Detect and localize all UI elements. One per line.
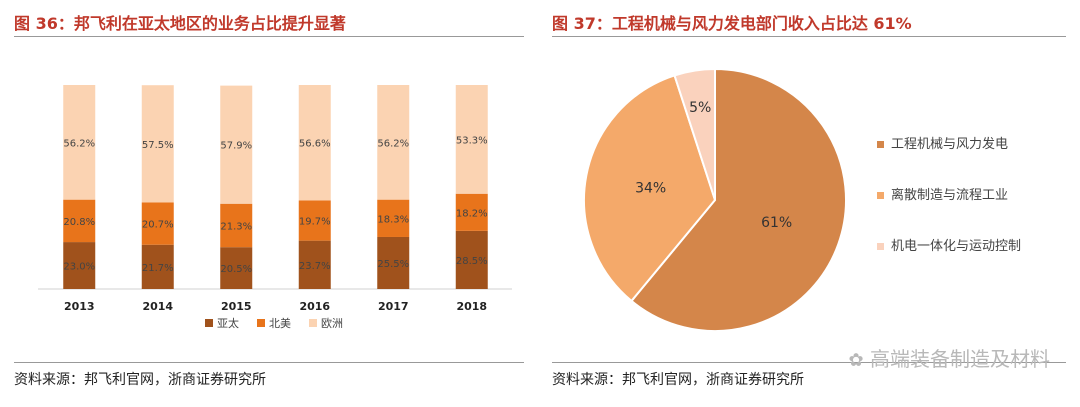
x-tick-label: 2013 [64, 300, 95, 313]
pie-slice [673, 67, 716, 201]
pie-label: 5% [689, 100, 711, 116]
data-label: 57.9% [220, 141, 252, 152]
data-label: 19.7% [299, 217, 331, 228]
legend-swatch [877, 141, 884, 148]
legend-label: 北美 [269, 317, 291, 330]
x-tick-label: 2016 [299, 300, 330, 313]
pie-slice [630, 67, 847, 332]
data-label: 23.0% [63, 262, 95, 273]
pie-label: 61% [761, 215, 792, 231]
bar-segment [377, 236, 410, 289]
pie-label: 34% [635, 181, 666, 197]
legend-label: 欧洲 [321, 317, 343, 330]
bar-segment [455, 85, 488, 194]
left-source-note: 资料来源：邦飞利官网，浙商证券研究所 [14, 372, 266, 388]
bar-segment [220, 85, 253, 204]
x-tick-label: 2017 [378, 300, 409, 313]
watermark: ✿ 高端装备制造及材料 [849, 343, 1050, 372]
x-tick-label: 2015 [221, 300, 252, 313]
bar-segment [298, 85, 331, 201]
data-label: 25.5% [377, 259, 409, 270]
data-label: 20.8% [63, 217, 95, 228]
wechat-icon: ✿ [848, 350, 864, 371]
left-title-divider [14, 36, 524, 37]
bar-segment [455, 193, 488, 231]
bar-segment [455, 230, 488, 289]
right-source-divider [552, 362, 1066, 363]
bar-segment [377, 85, 410, 200]
bar-segment [141, 202, 174, 245]
bar-segment [63, 242, 96, 289]
legend-swatch [309, 319, 317, 327]
right-title-divider [552, 36, 1066, 37]
pie-slice [583, 74, 717, 303]
data-label: 28.5% [456, 256, 488, 267]
data-label: 56.2% [377, 138, 409, 149]
left-source-divider [14, 362, 524, 363]
bar-segment [377, 199, 410, 237]
data-label: 53.3% [456, 135, 488, 146]
left-chart-title: 图 36：邦飞利在亚太地区的业务占比提升显著 [14, 14, 346, 33]
bar-segment [220, 203, 253, 248]
x-tick-label: 2014 [142, 300, 173, 313]
data-label: 57.5% [142, 140, 174, 151]
right-source-note: 资料来源：邦飞利官网，浙商证券研究所 [552, 372, 804, 388]
legend-label: 亚太 [217, 317, 239, 330]
bar-segment [298, 200, 331, 241]
bar-segment [220, 247, 253, 289]
legend-swatch [205, 319, 213, 327]
legend-swatch [877, 192, 884, 199]
bar-segment [141, 244, 174, 289]
x-tick-label: 2018 [456, 300, 487, 313]
data-label: 18.3% [377, 214, 409, 225]
data-label: 21.7% [142, 263, 174, 274]
data-label: 21.3% [220, 221, 252, 232]
data-label: 18.2% [456, 208, 488, 219]
stacked-bar-chart: 23.0% 20.8% 56.2% 2013 21.7% 20.7% 57.5% 2014 20… [38, 85, 512, 330]
right-chart-title: 图 37：工程机械与风力发电部门收入占比达 61% [552, 14, 912, 33]
data-label: 20.7% [142, 220, 174, 231]
bar-segment [63, 85, 96, 200]
bar-segment [141, 85, 174, 203]
watermark-text: 高端装备制造及材料 [870, 347, 1050, 371]
data-label: 56.2% [63, 138, 95, 149]
legend-swatch [257, 319, 265, 327]
bar-segment [298, 240, 331, 289]
legend-label: 工程机械与风力发电 [891, 136, 1008, 152]
data-label: 20.5% [220, 264, 252, 275]
data-label: 56.6% [299, 139, 331, 150]
data-label: 23.7% [299, 261, 331, 272]
legend-swatch [877, 243, 884, 250]
legend-label: 离散制造与流程工业 [891, 187, 1008, 203]
legend-label: 机电一体化与运动控制 [891, 239, 1021, 254]
bar-segment [63, 199, 96, 243]
